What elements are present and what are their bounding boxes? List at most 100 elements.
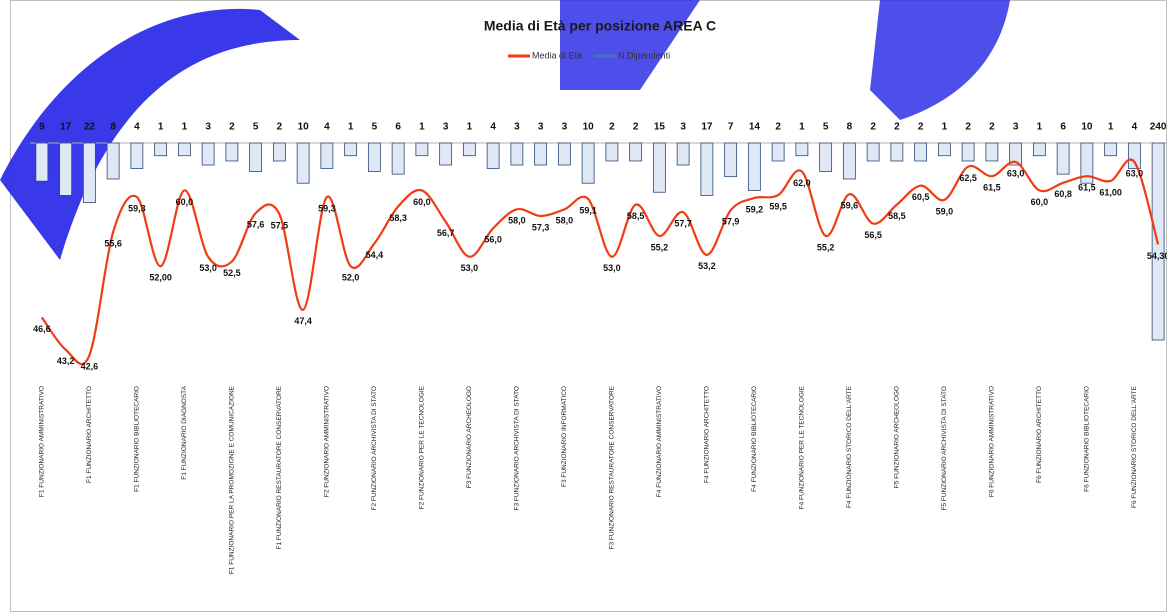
bar — [177, 142, 191, 157]
line-label: 60,0 — [1031, 197, 1049, 207]
bar-label: 22 — [84, 122, 96, 133]
line-label: 62,0 — [793, 178, 811, 188]
bar — [415, 142, 429, 157]
bar-label: 17 — [60, 122, 72, 133]
x-tick-label: F5 FUNZIONARIO ARCHEOLOGO — [894, 386, 901, 488]
bar — [724, 142, 738, 178]
bar-label: 4 — [1132, 122, 1138, 133]
line-label: 56,7 — [437, 228, 455, 238]
bar-label: 2 — [965, 122, 971, 133]
line-label: 47,4 — [294, 316, 312, 326]
bar — [82, 142, 96, 204]
bar-label: 3 — [538, 122, 544, 133]
x-tick-label: F1 FUNZIONARIO BIBLIOTECARIO — [134, 386, 141, 492]
bar-label: 2 — [894, 122, 900, 133]
bar — [866, 142, 880, 162]
line-label: 56,5 — [864, 230, 882, 240]
bar-label: 8 — [110, 122, 116, 133]
x-tick-label: F4 FUNZIONARIO BIBLIOTECARIO — [751, 386, 758, 492]
bar — [154, 142, 168, 157]
line-label: 61,5 — [983, 183, 1001, 193]
bar — [320, 142, 334, 169]
x-tick-label: F5 FUNZIONARIO ARCHIVISTA DI STATO — [941, 386, 948, 510]
bar — [35, 142, 49, 182]
bar-label: 10 — [298, 122, 310, 133]
x-tick-label: F1 FUNZIONARIO DIAGNOSTA — [181, 385, 188, 479]
line-label: 46,6 — [33, 324, 51, 334]
line-label: 54,4 — [366, 250, 384, 260]
line-label: 63,0 — [1126, 168, 1144, 178]
bar-label: 1 — [158, 122, 164, 133]
line-label: 53,0 — [603, 263, 621, 273]
bar-label: 7 — [728, 122, 734, 133]
watermark — [870, 0, 1010, 120]
bar-label: 2 — [277, 122, 283, 133]
line-label: 60,0 — [413, 197, 431, 207]
bar-label: 2 — [633, 122, 639, 133]
bar-label: 9 — [39, 122, 45, 133]
watermark — [560, 0, 700, 90]
bar-label: 6 — [1060, 122, 1066, 133]
line-label: 62,5 — [959, 173, 977, 183]
bar-label: 2 — [229, 122, 235, 133]
bar-label: 1 — [467, 122, 473, 133]
x-tick-label: F2 FUNZIONARIO PER LE TECNOLOGIE — [419, 385, 426, 509]
bar-label: 1 — [942, 122, 948, 133]
x-tick-label: F1 FUNZIONARIO AMMINISTRATIVO — [39, 386, 46, 497]
bar — [700, 142, 714, 196]
bar-label: 3 — [562, 122, 568, 133]
bar-label: 17 — [701, 122, 713, 133]
line-label: 59,1 — [579, 205, 597, 215]
bar-label: 1 — [799, 122, 805, 133]
bar — [914, 142, 928, 162]
line-label: 58,3 — [389, 213, 407, 223]
line-label: 58,5 — [888, 211, 906, 221]
x-tick-label: F6 FUNZIONARIO BIBLIOTECARIO — [1084, 386, 1091, 492]
x-tick-label: F2 FUNZIONARIO AMMINISTRATIVO — [324, 386, 331, 497]
bar-label: 3 — [205, 122, 211, 133]
x-tick-label: F1 FUNZIONARIO ARCHITETTO — [86, 386, 93, 483]
plot: 9 17 22 8 4 1 1 3 2 5 2 10 4 1 5 6 1 3 1 4 3 3 3 10 2 2 15 3 17 7 14 2 1… — [30, 122, 1167, 574]
line-label: 57,3 — [532, 222, 550, 232]
bar-label: 1 — [182, 122, 188, 133]
line-label: 55,2 — [817, 242, 835, 252]
bar — [1032, 142, 1046, 157]
x-tick-label: F1 FUNZIONARIO PER LA PROMOZIONE E COMUN… — [229, 385, 236, 574]
line-label: 59,3 — [128, 203, 146, 213]
bar-label: 4 — [490, 122, 496, 133]
bar — [367, 142, 381, 172]
bar-label: 10 — [1081, 122, 1093, 133]
bar — [1056, 142, 1070, 175]
bar — [629, 142, 643, 162]
x-tick-label: F4 FUNZIONARIO STORICO DELL'ARTE — [846, 385, 853, 508]
line-label: 61,00 — [1099, 187, 1122, 197]
bar — [1080, 142, 1094, 184]
bar — [961, 142, 975, 162]
line-label: 42,6 — [81, 362, 99, 372]
bar — [652, 142, 666, 193]
bar — [985, 142, 999, 162]
bar — [486, 142, 500, 169]
bar-label: 2 — [609, 122, 615, 133]
bar-label: 5 — [372, 122, 378, 133]
bar — [272, 142, 286, 162]
bar — [557, 142, 571, 166]
line-label: 59,2 — [746, 204, 764, 214]
bar-label: 3 — [443, 122, 449, 133]
bar — [391, 142, 405, 175]
line-label: 61,5 — [1078, 183, 1096, 193]
bar-label: 3 — [514, 122, 520, 133]
line-label: 57,5 — [271, 220, 289, 230]
line-label: 52,00 — [149, 273, 172, 283]
line-label: 59,6 — [841, 201, 859, 211]
bar-label: 10 — [583, 122, 595, 133]
x-tick-label: F1 FUNZIONARIO RESTAURATORE CONSERVATORE — [276, 385, 283, 549]
bar — [130, 142, 144, 169]
bar — [439, 142, 453, 166]
legend-label: N.Dipendenti — [618, 50, 670, 60]
bar — [890, 142, 904, 162]
bar — [59, 142, 73, 196]
line-label: 52,0 — [342, 273, 360, 283]
line-label: 60,0 — [176, 197, 194, 207]
bar — [937, 142, 951, 157]
